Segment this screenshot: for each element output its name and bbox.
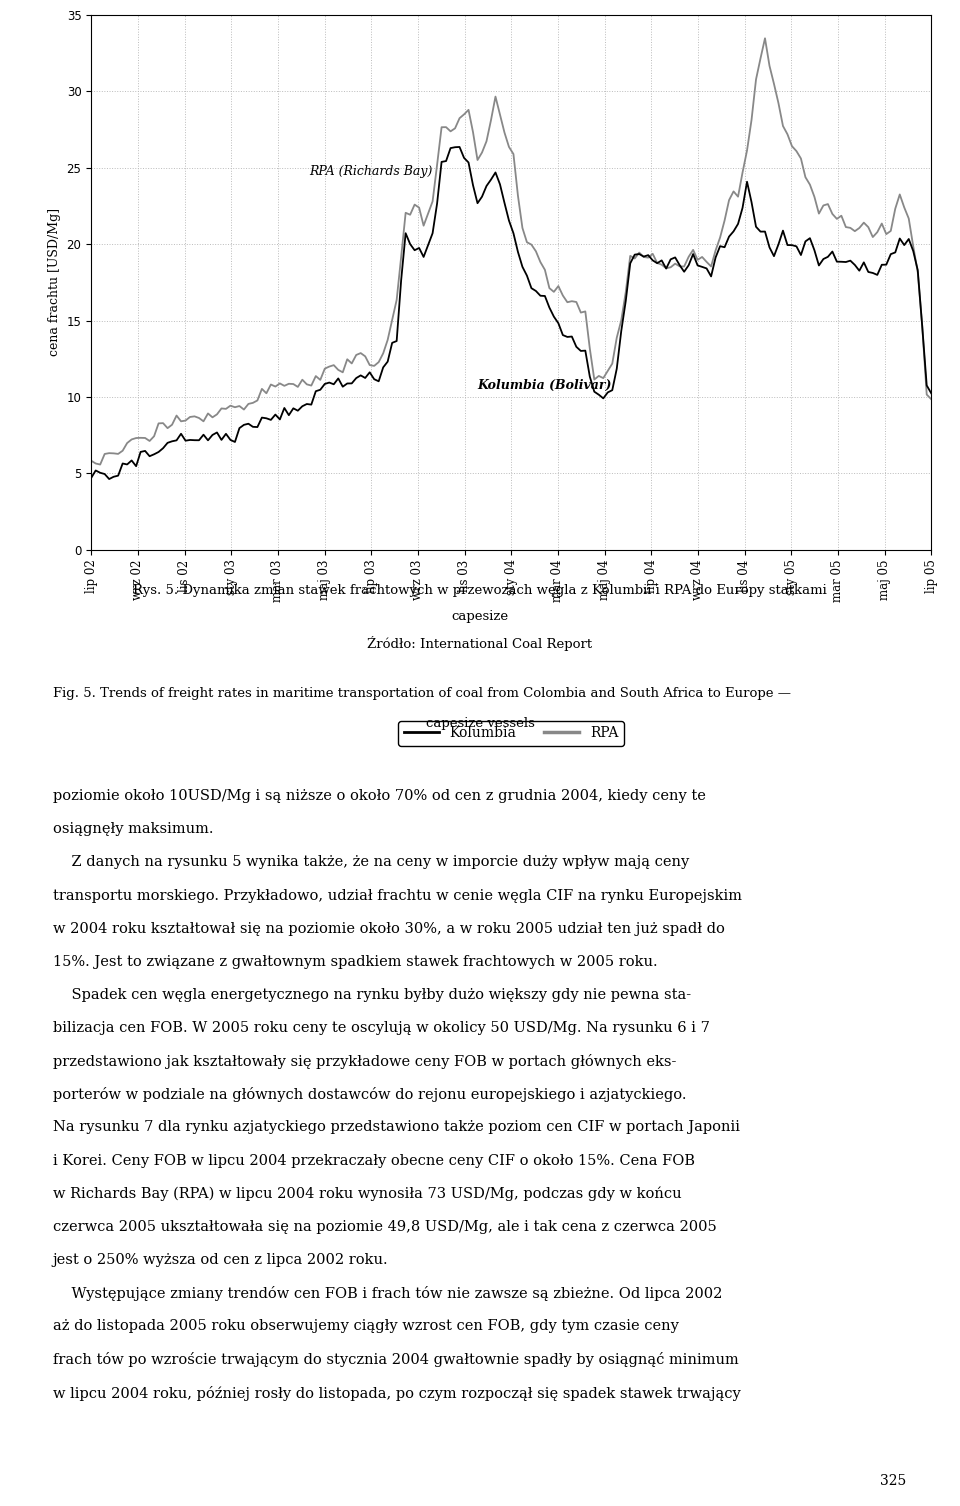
Line: Kolumbia: Kolumbia	[91, 148, 931, 479]
Kolumbia	[104, 470, 115, 488]
Kolumbia	[90, 461, 102, 479]
RPA	[907, 238, 919, 256]
Text: osiągnęły maksimum.: osiągnęły maksimum.	[53, 822, 213, 836]
Text: aż do listopada 2005 roku obserwujemy ciągły wzrost cen FOB, gdy tym czasie ceny: aż do listopada 2005 roku obserwujemy ci…	[53, 1319, 679, 1333]
Y-axis label: cena frachtu [USD/Mg]: cena frachtu [USD/Mg]	[48, 208, 61, 357]
RPA	[396, 248, 407, 267]
Text: Kolumbia (Bolivar): Kolumbia (Bolivar)	[477, 380, 612, 392]
Text: capesize vessels: capesize vessels	[425, 717, 535, 730]
Text: Na rysunku 7 dla rynku azjatyckiego przedstawiono także poziom cen CIF w portach: Na rysunku 7 dla rynku azjatyckiego prze…	[53, 1120, 740, 1134]
Text: 325: 325	[879, 1474, 906, 1488]
RPA	[94, 455, 106, 473]
Text: porterów w podziale na głównych dostawców do rejonu europejskiego i azjatyckiego: porterów w podziale na głównych dostawcó…	[53, 1087, 686, 1102]
Kolumbia	[369, 370, 380, 389]
Text: Spadek cen węgla energetycznego na rynku byłby dużo większy gdy nie pewna sta-: Spadek cen węgla energetycznego na rynku…	[53, 988, 691, 1001]
RPA	[85, 452, 97, 470]
Kolumbia	[907, 242, 919, 261]
RPA	[176, 413, 187, 431]
Legend: Kolumbia, RPA: Kolumbia, RPA	[398, 721, 624, 745]
Kolumbia	[346, 375, 357, 393]
Text: 15%. Jest to związane z gwałtownym spadkiem stawek frachtowych w 2005 roku.: 15%. Jest to związane z gwałtownym spadk…	[53, 955, 658, 968]
Text: w Richards Bay (RPA) w lipcu 2004 roku wynosiła 73 USD/Mg, podczas gdy w końcu: w Richards Bay (RPA) w lipcu 2004 roku w…	[53, 1187, 682, 1202]
Text: i Korei. Ceny FOB w lipcu 2004 przekraczały obecne ceny CIF o około 15%. Cena FO: i Korei. Ceny FOB w lipcu 2004 przekracz…	[53, 1154, 695, 1167]
Text: Z danych na rysunku 5 wynika także, że na ceny w imporcie duży wpływ mają ceny: Z danych na rysunku 5 wynika także, że n…	[53, 855, 689, 869]
Kolumbia	[176, 425, 187, 443]
Text: transportu morskiego. Przykładowo, udział frachtu w cenie węgla CIF na rynku Eur: transportu morskiego. Przykładowo, udzia…	[53, 889, 742, 902]
Text: czerwca 2005 ukształtowała się na poziomie 49,8 USD/Mg, ale i tak cena z czerwca: czerwca 2005 ukształtowała się na poziom…	[53, 1220, 716, 1233]
Kolumbia	[85, 468, 97, 486]
Text: frach tów po wzroście trwającym do stycznia 2004 gwałtownie spadły by osiągnąć m: frach tów po wzroście trwającym do stycz…	[53, 1352, 738, 1367]
Kolumbia	[925, 384, 937, 402]
Kolumbia	[396, 271, 407, 289]
Text: RPA (Richards Bay): RPA (Richards Bay)	[309, 166, 433, 178]
RPA	[369, 357, 380, 375]
Kolumbia	[454, 139, 466, 157]
Text: capesize: capesize	[451, 610, 509, 623]
Text: Występujące zmiany trendów cen FOB i frach tów nie zawsze są zbieżne. Od lipca 2: Występujące zmiany trendów cen FOB i fra…	[53, 1286, 722, 1301]
Text: Rys. 5. Dynamika zmian stawek frachtowych w przewozach węgla z Kolumbii i RPA do: Rys. 5. Dynamika zmian stawek frachtowyc…	[133, 584, 827, 598]
Text: jest o 250% wyższa od cen z lipca 2002 roku.: jest o 250% wyższa od cen z lipca 2002 r…	[53, 1253, 389, 1267]
Text: bilizacja cen FOB. W 2005 roku ceny te oscylują w okolicy 50 USD/Mg. Na rysunku : bilizacja cen FOB. W 2005 roku ceny te o…	[53, 1021, 709, 1035]
Line: RPA: RPA	[91, 38, 931, 464]
Text: Fig. 5. Trends of freight rates in maritime transportation of coal from Colombia: Fig. 5. Trends of freight rates in marit…	[53, 687, 791, 700]
RPA	[925, 390, 937, 408]
Text: w 2004 roku kształtował się na poziomie około 30%, a w roku 2005 udział ten już : w 2004 roku kształtował się na poziomie …	[53, 922, 725, 935]
RPA	[759, 29, 771, 47]
Text: w lipcu 2004 roku, później rosły do listopada, po czym rozpoczął się spadek staw: w lipcu 2004 roku, później rosły do list…	[53, 1386, 740, 1401]
Text: Źródło: International Coal Report: Źródło: International Coal Report	[368, 636, 592, 651]
RPA	[90, 455, 102, 473]
RPA	[346, 354, 357, 372]
Text: poziomie około 10USD/Mg i są niższe o około 70% od cen z grudnia 2004, kiedy cen: poziomie około 10USD/Mg i są niższe o ok…	[53, 789, 706, 803]
Text: przedstawiono jak kształtowały się przykładowe ceny FOB w portach głównych eks-: przedstawiono jak kształtowały się przyk…	[53, 1054, 676, 1069]
